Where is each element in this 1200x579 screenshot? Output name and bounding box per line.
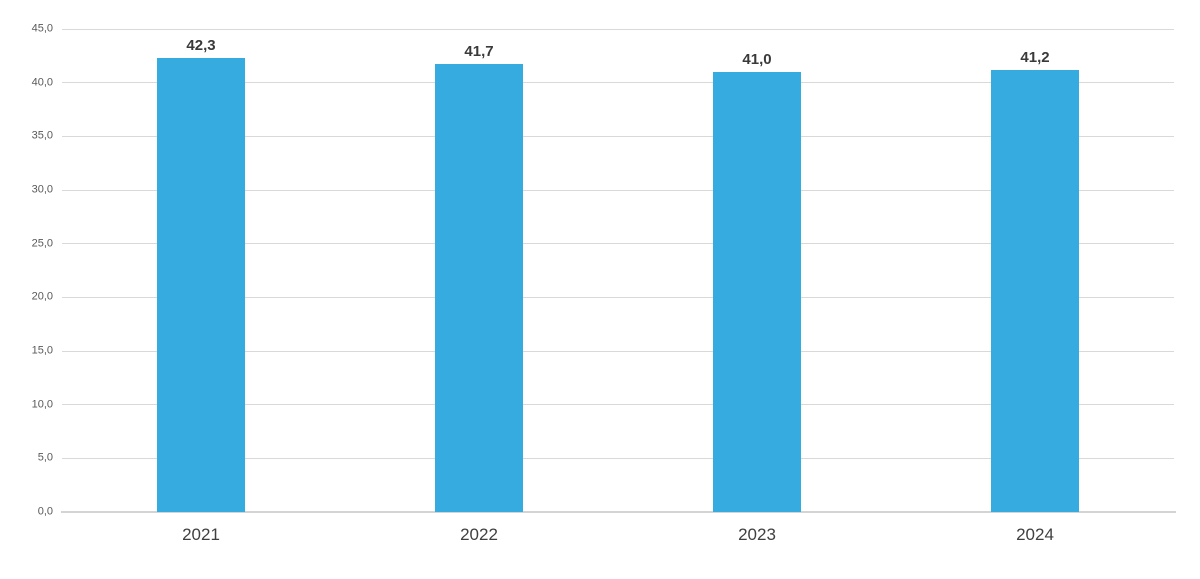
bar-2024 xyxy=(991,69,1079,512)
y-tick-label: 35,0 xyxy=(31,129,53,142)
bar-value-label: 41,7 xyxy=(464,43,494,61)
y-tick-label: 30,0 xyxy=(31,183,53,196)
gridline xyxy=(62,135,1174,137)
gridline xyxy=(62,350,1174,352)
y-tick-label: 25,0 xyxy=(31,237,53,250)
gridline xyxy=(62,28,1174,30)
x-tick-label: 2022 xyxy=(460,525,498,544)
y-tick-label: 40,0 xyxy=(31,76,53,89)
x-tick-label: 2023 xyxy=(738,525,776,544)
x-axis: 2021 2022 2023 2024 xyxy=(62,514,1174,554)
bar-value-label: 41,0 xyxy=(742,50,772,68)
y-tick-label: 20,0 xyxy=(31,290,53,303)
x-tick-label: 2021 xyxy=(182,525,220,544)
bar-2023 xyxy=(713,71,801,512)
gridline xyxy=(62,243,1174,245)
gridline xyxy=(62,189,1174,191)
bar-value-label: 41,2 xyxy=(1020,48,1050,66)
y-tick-label: 45,0 xyxy=(31,22,53,35)
y-tick-label: 10,0 xyxy=(31,398,53,411)
x-axis-line xyxy=(61,511,1176,513)
y-tick-label: 0,0 xyxy=(37,505,53,518)
gridline xyxy=(62,296,1174,298)
y-tick-label: 15,0 xyxy=(31,344,53,357)
gridline xyxy=(62,404,1174,406)
plot-area: 0,0 5,0 10,0 15,0 20,0 25,0 30,0 35,0 40,0 45,0 42… xyxy=(32,23,1176,517)
gridline xyxy=(62,457,1174,459)
bar-2022 xyxy=(435,64,523,512)
x-tick-label: 2024 xyxy=(1016,525,1054,544)
y-tick-label: 5,0 xyxy=(37,451,53,464)
bar-value-label: 42,3 xyxy=(186,36,216,54)
gridline xyxy=(62,82,1174,84)
bar-2021 xyxy=(157,57,245,512)
